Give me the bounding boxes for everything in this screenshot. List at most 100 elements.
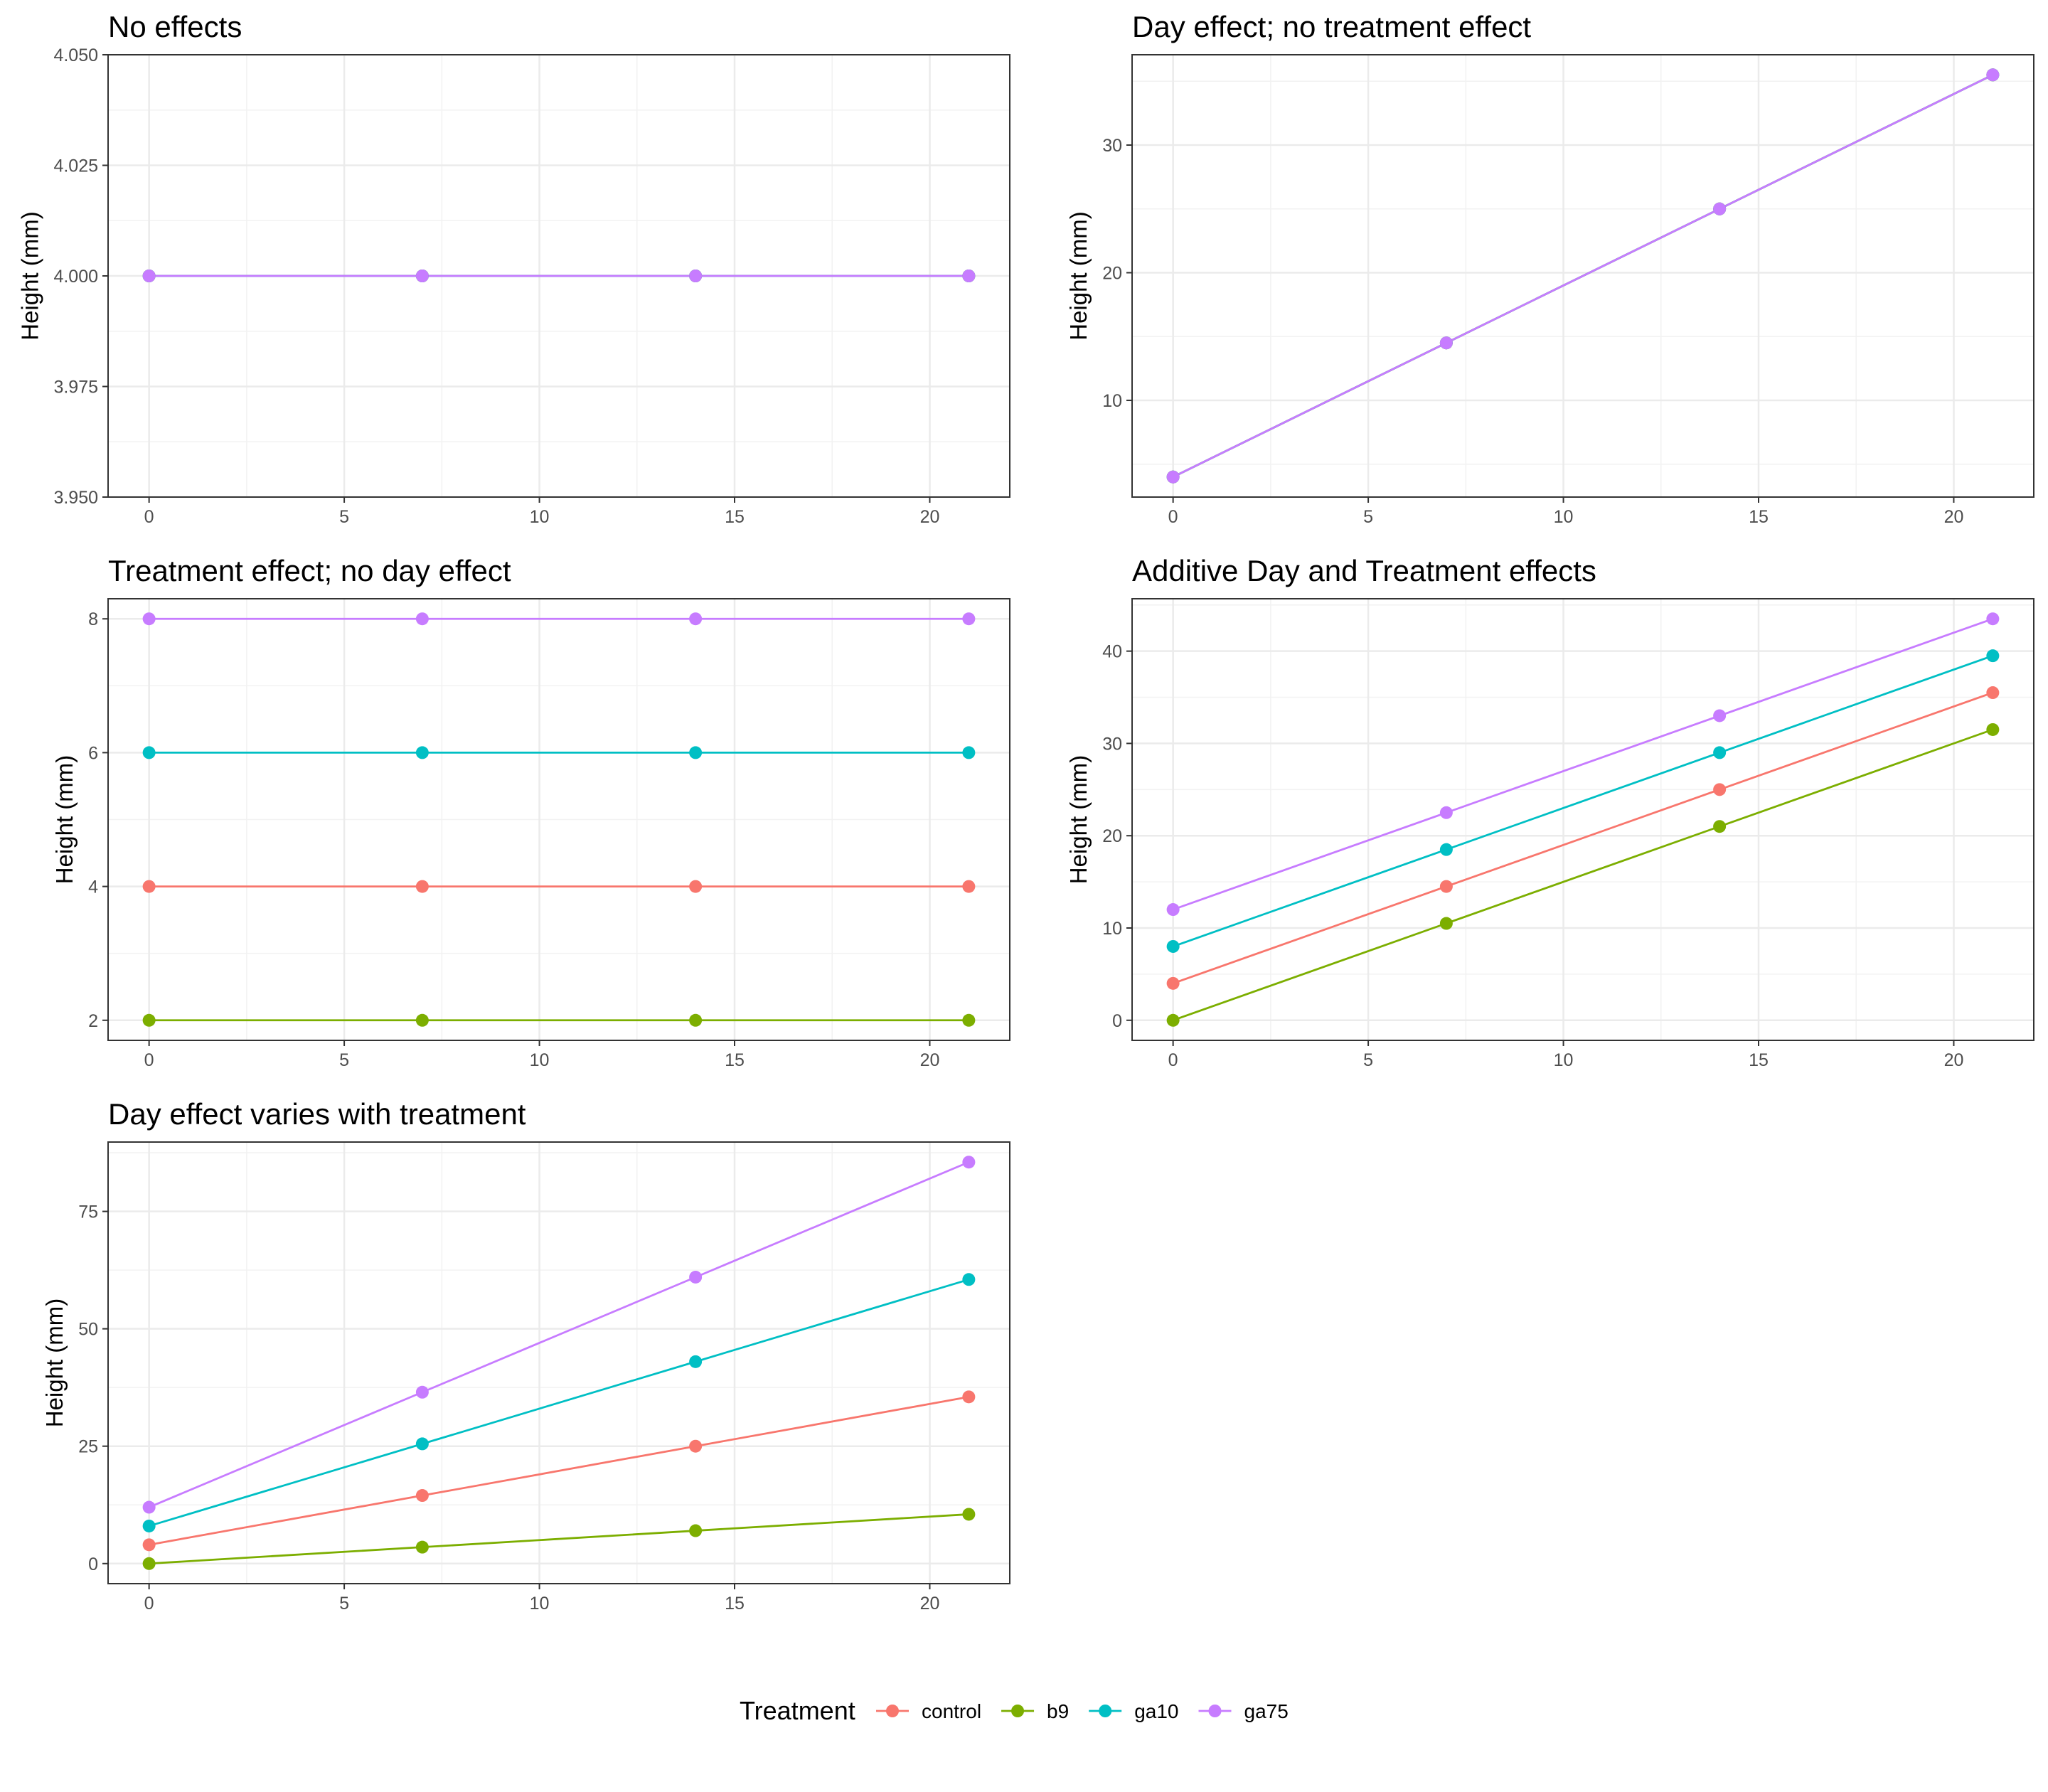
- panel-4-point-b9: [1166, 1013, 1180, 1027]
- panel-3-y-tick-label: 8: [88, 609, 98, 629]
- panel-4-point-ga75: [1166, 903, 1180, 917]
- panel-5-point-ga75: [962, 1156, 976, 1169]
- panel-2-point-ga75: [1713, 202, 1727, 215]
- panel-5-plot-background: [108, 1142, 1010, 1584]
- panel-4-point-ga75: [1986, 612, 2000, 626]
- panel-5-line-control: [149, 1395, 969, 1546]
- panel-5-line-ga10: [149, 1278, 969, 1527]
- panel-4-line-control: [1173, 691, 1993, 985]
- panel-1-y-axis-label: Height (mm): [16, 211, 43, 341]
- panel-1: No effects 0 5 10 15 20 3.950 3.975 4.000 4.025 4.…: [16, 10, 1010, 527]
- panel-1-point-ga75: [142, 270, 156, 282]
- panel-3-point-ga10: [689, 746, 703, 759]
- panel-3-point-control: [689, 880, 703, 893]
- panel-1-series: [142, 270, 976, 282]
- panel-1-point-ga75: [962, 270, 976, 282]
- panel-4-title: Additive Day and Treatment effects: [1132, 554, 1596, 587]
- panel-4-point-ga10: [1986, 649, 2000, 663]
- panel-4-series: [1166, 612, 2000, 1027]
- panel-4-y-tick-label: 10: [1102, 919, 1122, 939]
- panel-5-point-ga10: [142, 1519, 156, 1532]
- panel-1-x-tick-label: 15: [725, 507, 745, 527]
- panel-3-point-ga75: [415, 612, 429, 626]
- panel-4-y-tick-label: 20: [1102, 826, 1122, 846]
- panel-3-x-tick-label: 10: [530, 1050, 550, 1070]
- panel-4-y-tick-label: 0: [1112, 1011, 1122, 1031]
- legend-label-control: control: [922, 1700, 981, 1722]
- panel-3-y-tick-label: 6: [88, 743, 98, 763]
- panel-2-series: [1166, 68, 2000, 484]
- panel-4-x-tick-label: 0: [1168, 1050, 1178, 1070]
- panel-5-point-ga10: [689, 1355, 703, 1368]
- panel-5-y-axis-label: Height (mm): [41, 1298, 68, 1428]
- panel-5-point-b9: [415, 1540, 429, 1554]
- panel-3-point-b9: [689, 1013, 703, 1027]
- legend-entry-ga75: ga75: [1198, 1700, 1289, 1722]
- panel-3-point-b9: [962, 1013, 976, 1027]
- legend-key-point-ga75: [1208, 1705, 1222, 1717]
- panel-5-line-b9: [149, 1513, 969, 1565]
- panel-5-point-ga75: [689, 1270, 703, 1284]
- panel-5-point-control: [962, 1390, 976, 1404]
- panel-4-x-tick-label: 20: [1944, 1050, 1964, 1070]
- panel-4-point-b9: [1986, 722, 2000, 736]
- panel-4-line-ga10: [1173, 654, 1993, 948]
- panel-2-point-ga75: [1166, 470, 1180, 484]
- panel-3: Treatment effect; no day effect 0 5 10 15 20 2…: [51, 554, 1010, 1070]
- panel-5-x-tick-label: 20: [920, 1594, 940, 1614]
- panel-5-title: Day effect varies with treatment: [108, 1097, 526, 1131]
- panel-1-x-tick-label: 10: [530, 507, 550, 527]
- panel-3-point-control: [142, 880, 156, 893]
- panel-4-point-b9: [1439, 917, 1453, 930]
- panel-1-x-tick-label: 0: [144, 507, 154, 527]
- panel-3-panel-border: [107, 598, 1010, 1041]
- panel-2-title: Day effect; no treatment effect: [1132, 10, 1531, 43]
- panel-3-y-tick-label: 2: [88, 1011, 98, 1031]
- panel-5-point-control: [689, 1439, 703, 1453]
- panel-2-x-tick-label: 10: [1554, 507, 1574, 527]
- panel-3-series: [142, 612, 976, 1027]
- panel-4-line-ga75: [1173, 617, 1993, 911]
- panel-5-line-ga75: [149, 1161, 969, 1508]
- panel-3-x-tick-label: 15: [725, 1050, 745, 1070]
- panel-3-point-b9: [142, 1013, 156, 1027]
- panel-4-y-tick-label: 30: [1102, 734, 1122, 754]
- panel-1-x-tick-label: 5: [339, 507, 349, 527]
- panel-5-point-b9: [962, 1508, 976, 1521]
- panel-5-point-b9: [142, 1557, 156, 1570]
- panel-3-point-control: [415, 880, 429, 893]
- panel-1-y-tick-label: 3.950: [53, 488, 98, 508]
- panel-4-line-b9: [1173, 728, 1993, 1022]
- panel-4-point-ga10: [1439, 843, 1453, 856]
- panel-4-point-ga10: [1713, 746, 1727, 759]
- panel-2-y-tick-label: 20: [1102, 264, 1122, 284]
- panel-4-point-b9: [1713, 820, 1727, 833]
- panel-3-point-ga10: [142, 746, 156, 759]
- panel-3-title: Treatment effect; no day effect: [108, 554, 511, 587]
- panel-3-y-tick-label: 4: [88, 878, 98, 897]
- legend-entry-control: control: [876, 1700, 981, 1722]
- panel-4-point-control: [1986, 686, 2000, 700]
- legend-label-ga75: ga75: [1244, 1700, 1289, 1722]
- panel-4-x-tick-label: 5: [1363, 1050, 1373, 1070]
- panel-5-y-tick-label: 25: [78, 1437, 98, 1457]
- legend-key-point-ga10: [1099, 1705, 1112, 1717]
- panel-3-y-axis-label: Height (mm): [51, 755, 78, 885]
- panel-4-grid: [1132, 599, 2034, 1040]
- panel-5-point-control: [142, 1538, 156, 1552]
- panel-5-x-tick-label: 5: [339, 1594, 349, 1614]
- panel-2-point-ga75: [1986, 68, 2000, 82]
- panel-4-point-ga10: [1166, 939, 1180, 953]
- panel-5-point-ga10: [962, 1273, 976, 1286]
- legend-label-b9: b9: [1047, 1700, 1069, 1722]
- legend-label-ga10: ga10: [1134, 1700, 1178, 1722]
- panel-2-x-tick-label: 15: [1749, 507, 1769, 527]
- panel-2-point-ga75: [1439, 336, 1453, 350]
- panel-4-point-control: [1439, 880, 1453, 893]
- panel-3-x-tick-label: 5: [339, 1050, 349, 1070]
- panel-2-grid: [1132, 55, 2034, 497]
- panel-4-point-control: [1166, 976, 1180, 990]
- panel-3-point-ga10: [962, 746, 976, 759]
- panel-4-point-control: [1713, 783, 1727, 796]
- panel-5-panel-border: [107, 1141, 1010, 1584]
